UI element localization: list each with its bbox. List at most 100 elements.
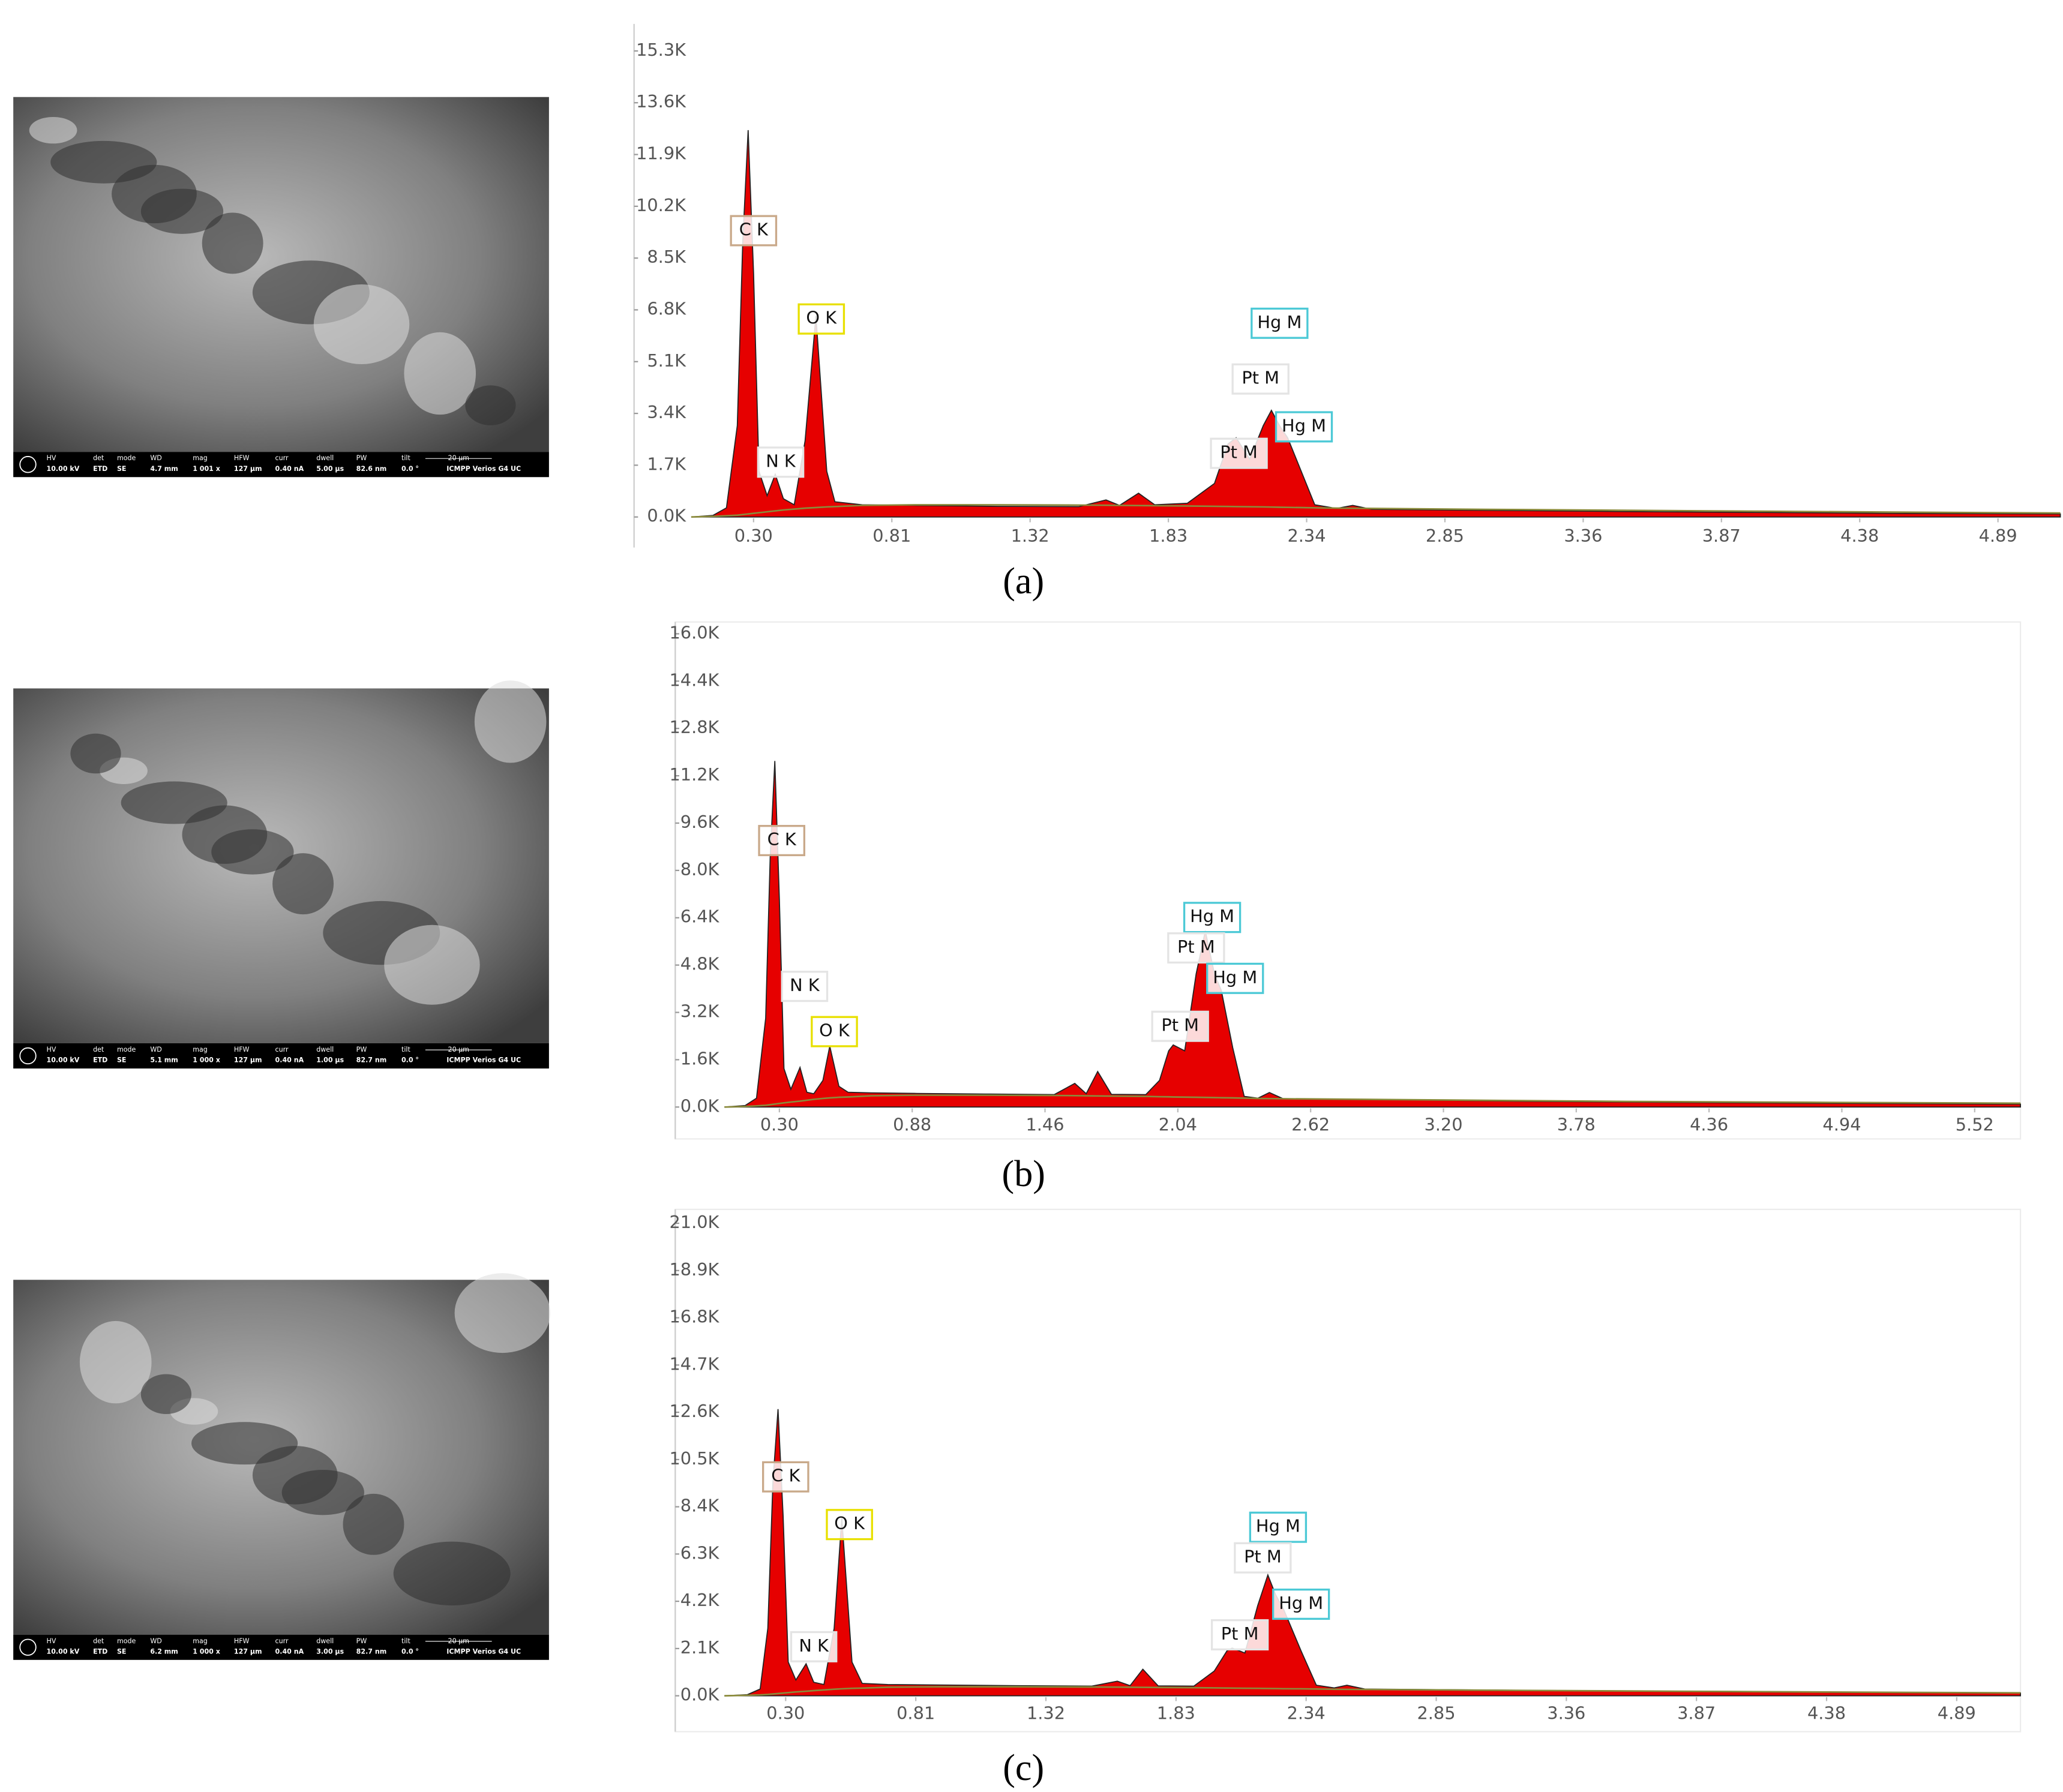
- spectrum-area: [724, 1409, 2021, 1697]
- sem-texture: [454, 1273, 551, 1353]
- sem-logo: [19, 1047, 37, 1065]
- sem-label: HV: [47, 1046, 56, 1053]
- x-tick-label: 4.89: [1938, 1703, 1976, 1724]
- peak-label: Hg M: [1190, 906, 1234, 926]
- sem-logo: [19, 456, 37, 473]
- sem-label: curr: [275, 454, 289, 462]
- y-tick-label: 4.2K: [680, 1590, 720, 1610]
- sem-label: det: [93, 1637, 104, 1645]
- sem-label: mode: [117, 1046, 136, 1053]
- sem-label: mag: [193, 1637, 208, 1645]
- sem-texture: [272, 853, 334, 915]
- sem-texture: [313, 284, 410, 364]
- sem-texture: [343, 1493, 404, 1555]
- sem-value: 10.00 kV: [47, 465, 80, 473]
- peak-label: C K: [739, 219, 769, 239]
- sem-texture: [465, 385, 516, 425]
- sem-texture: [140, 1374, 191, 1414]
- sem-value: ETD: [93, 465, 107, 473]
- peak-label-box: [1206, 962, 1264, 994]
- y-tick-label: 1.6K: [680, 1048, 720, 1068]
- y-tick-label: 3.2K: [680, 1001, 720, 1022]
- sem-label: HFW: [234, 454, 250, 462]
- sem-texture: [393, 1541, 511, 1605]
- sem-value: 1 000 x: [193, 1056, 220, 1064]
- x-tick-label: 1.83: [1149, 526, 1188, 546]
- sem-value: 0.0 °: [401, 1056, 419, 1064]
- spectrum-area: [691, 130, 2061, 518]
- y-tick-label: 2.1K: [680, 1637, 720, 1658]
- sem-value: 0.40 nA: [275, 1056, 304, 1064]
- x-tick-label: 3.36: [1547, 1703, 1585, 1724]
- x-tick-label: 4.89: [1979, 526, 2017, 546]
- peak-label-box: [1167, 932, 1225, 964]
- sem-value: 5.1 mm: [150, 1056, 178, 1064]
- sem-label: mag: [193, 454, 208, 462]
- x-tick-label: 2.34: [1287, 1703, 1326, 1724]
- peak-label-box: [1210, 1619, 1269, 1651]
- sem-value: 0.40 nA: [275, 465, 304, 473]
- y-tick-label: 12.8K: [669, 717, 719, 737]
- sem-label: mode: [117, 1637, 136, 1645]
- peak-label: Pt M: [1161, 1015, 1199, 1035]
- peak-label: O K: [834, 1513, 865, 1533]
- panel-caption: (b): [1002, 1154, 1045, 1194]
- peak-label: C K: [767, 829, 797, 850]
- x-tick-label: 0.30: [766, 1703, 805, 1724]
- panel-caption: (a): [1003, 561, 1044, 602]
- peak-label: Pt M: [1220, 442, 1258, 463]
- peak-label-box: [1272, 1588, 1330, 1620]
- sem-label: PW: [356, 1046, 367, 1053]
- peak-label-box: [757, 446, 805, 478]
- sem-label: WD: [150, 1046, 161, 1053]
- sem-texture: [474, 680, 547, 763]
- sem-value: 5.00 µs: [316, 465, 344, 473]
- sem-value: 1.00 µs: [316, 1056, 344, 1064]
- peak-label-box: [1183, 902, 1242, 933]
- peak-label: O K: [819, 1020, 850, 1041]
- y-tick-label: 10.2K: [636, 195, 686, 215]
- sem-label: PW: [356, 454, 367, 462]
- sem-value: 82.7 nm: [356, 1648, 387, 1656]
- sem-texture: [182, 805, 268, 864]
- peak-label: N K: [766, 451, 796, 471]
- sem-label: tilt: [401, 1046, 410, 1053]
- x-tick-label: 1.46: [1025, 1114, 1064, 1134]
- x-tick-label: 3.78: [1557, 1114, 1596, 1134]
- x-tick-label: 2.62: [1291, 1114, 1330, 1134]
- x-tick-label: 2.85: [1426, 526, 1464, 546]
- x-tick-label: 0.30: [734, 526, 773, 546]
- sem-value: 82.7 nm: [356, 1056, 387, 1064]
- sem-value: 0.40 nA: [275, 1648, 304, 1656]
- sem-value: 1 000 x: [193, 1648, 220, 1656]
- y-tick-label: 6.3K: [680, 1542, 720, 1563]
- sem-value: ICMPP Verios G4 UC: [446, 1056, 521, 1064]
- peak-label: Hg M: [1213, 967, 1257, 987]
- x-tick-label: 2.85: [1417, 1703, 1455, 1724]
- x-tick-label: 3.20: [1424, 1114, 1462, 1134]
- sem-value: 127 µm: [234, 1056, 262, 1064]
- y-tick-label: 15.3K: [636, 40, 686, 60]
- sem-label: curr: [275, 1046, 289, 1053]
- sem-info-bar: [13, 1634, 549, 1660]
- peak-label: O K: [806, 308, 837, 328]
- sem-value: 127 µm: [234, 1648, 262, 1656]
- peak-label: Hg M: [1256, 1516, 1300, 1536]
- sem-value: SE: [117, 1056, 127, 1064]
- x-tick-label: 0.81: [872, 526, 911, 546]
- peak-label-box: [762, 1461, 809, 1493]
- sem-value: 10.00 kV: [47, 1056, 80, 1064]
- x-tick-label: 4.38: [1807, 1703, 1846, 1724]
- sem-value: ETD: [93, 1648, 107, 1656]
- sem-label: tilt: [401, 1637, 410, 1645]
- x-tick-label: 3.87: [1677, 1703, 1716, 1724]
- sem-value: 82.6 nm: [356, 465, 387, 473]
- y-tick-label: 12.6K: [669, 1401, 719, 1421]
- y-tick-label: 5.1K: [647, 350, 686, 371]
- sem-value: 1 001 x: [193, 465, 220, 473]
- sem-info-bar: [13, 1043, 549, 1069]
- peak-label: Hg M: [1282, 415, 1326, 436]
- x-tick-label: 4.38: [1840, 526, 1879, 546]
- peak-label: Hg M: [1279, 1593, 1323, 1613]
